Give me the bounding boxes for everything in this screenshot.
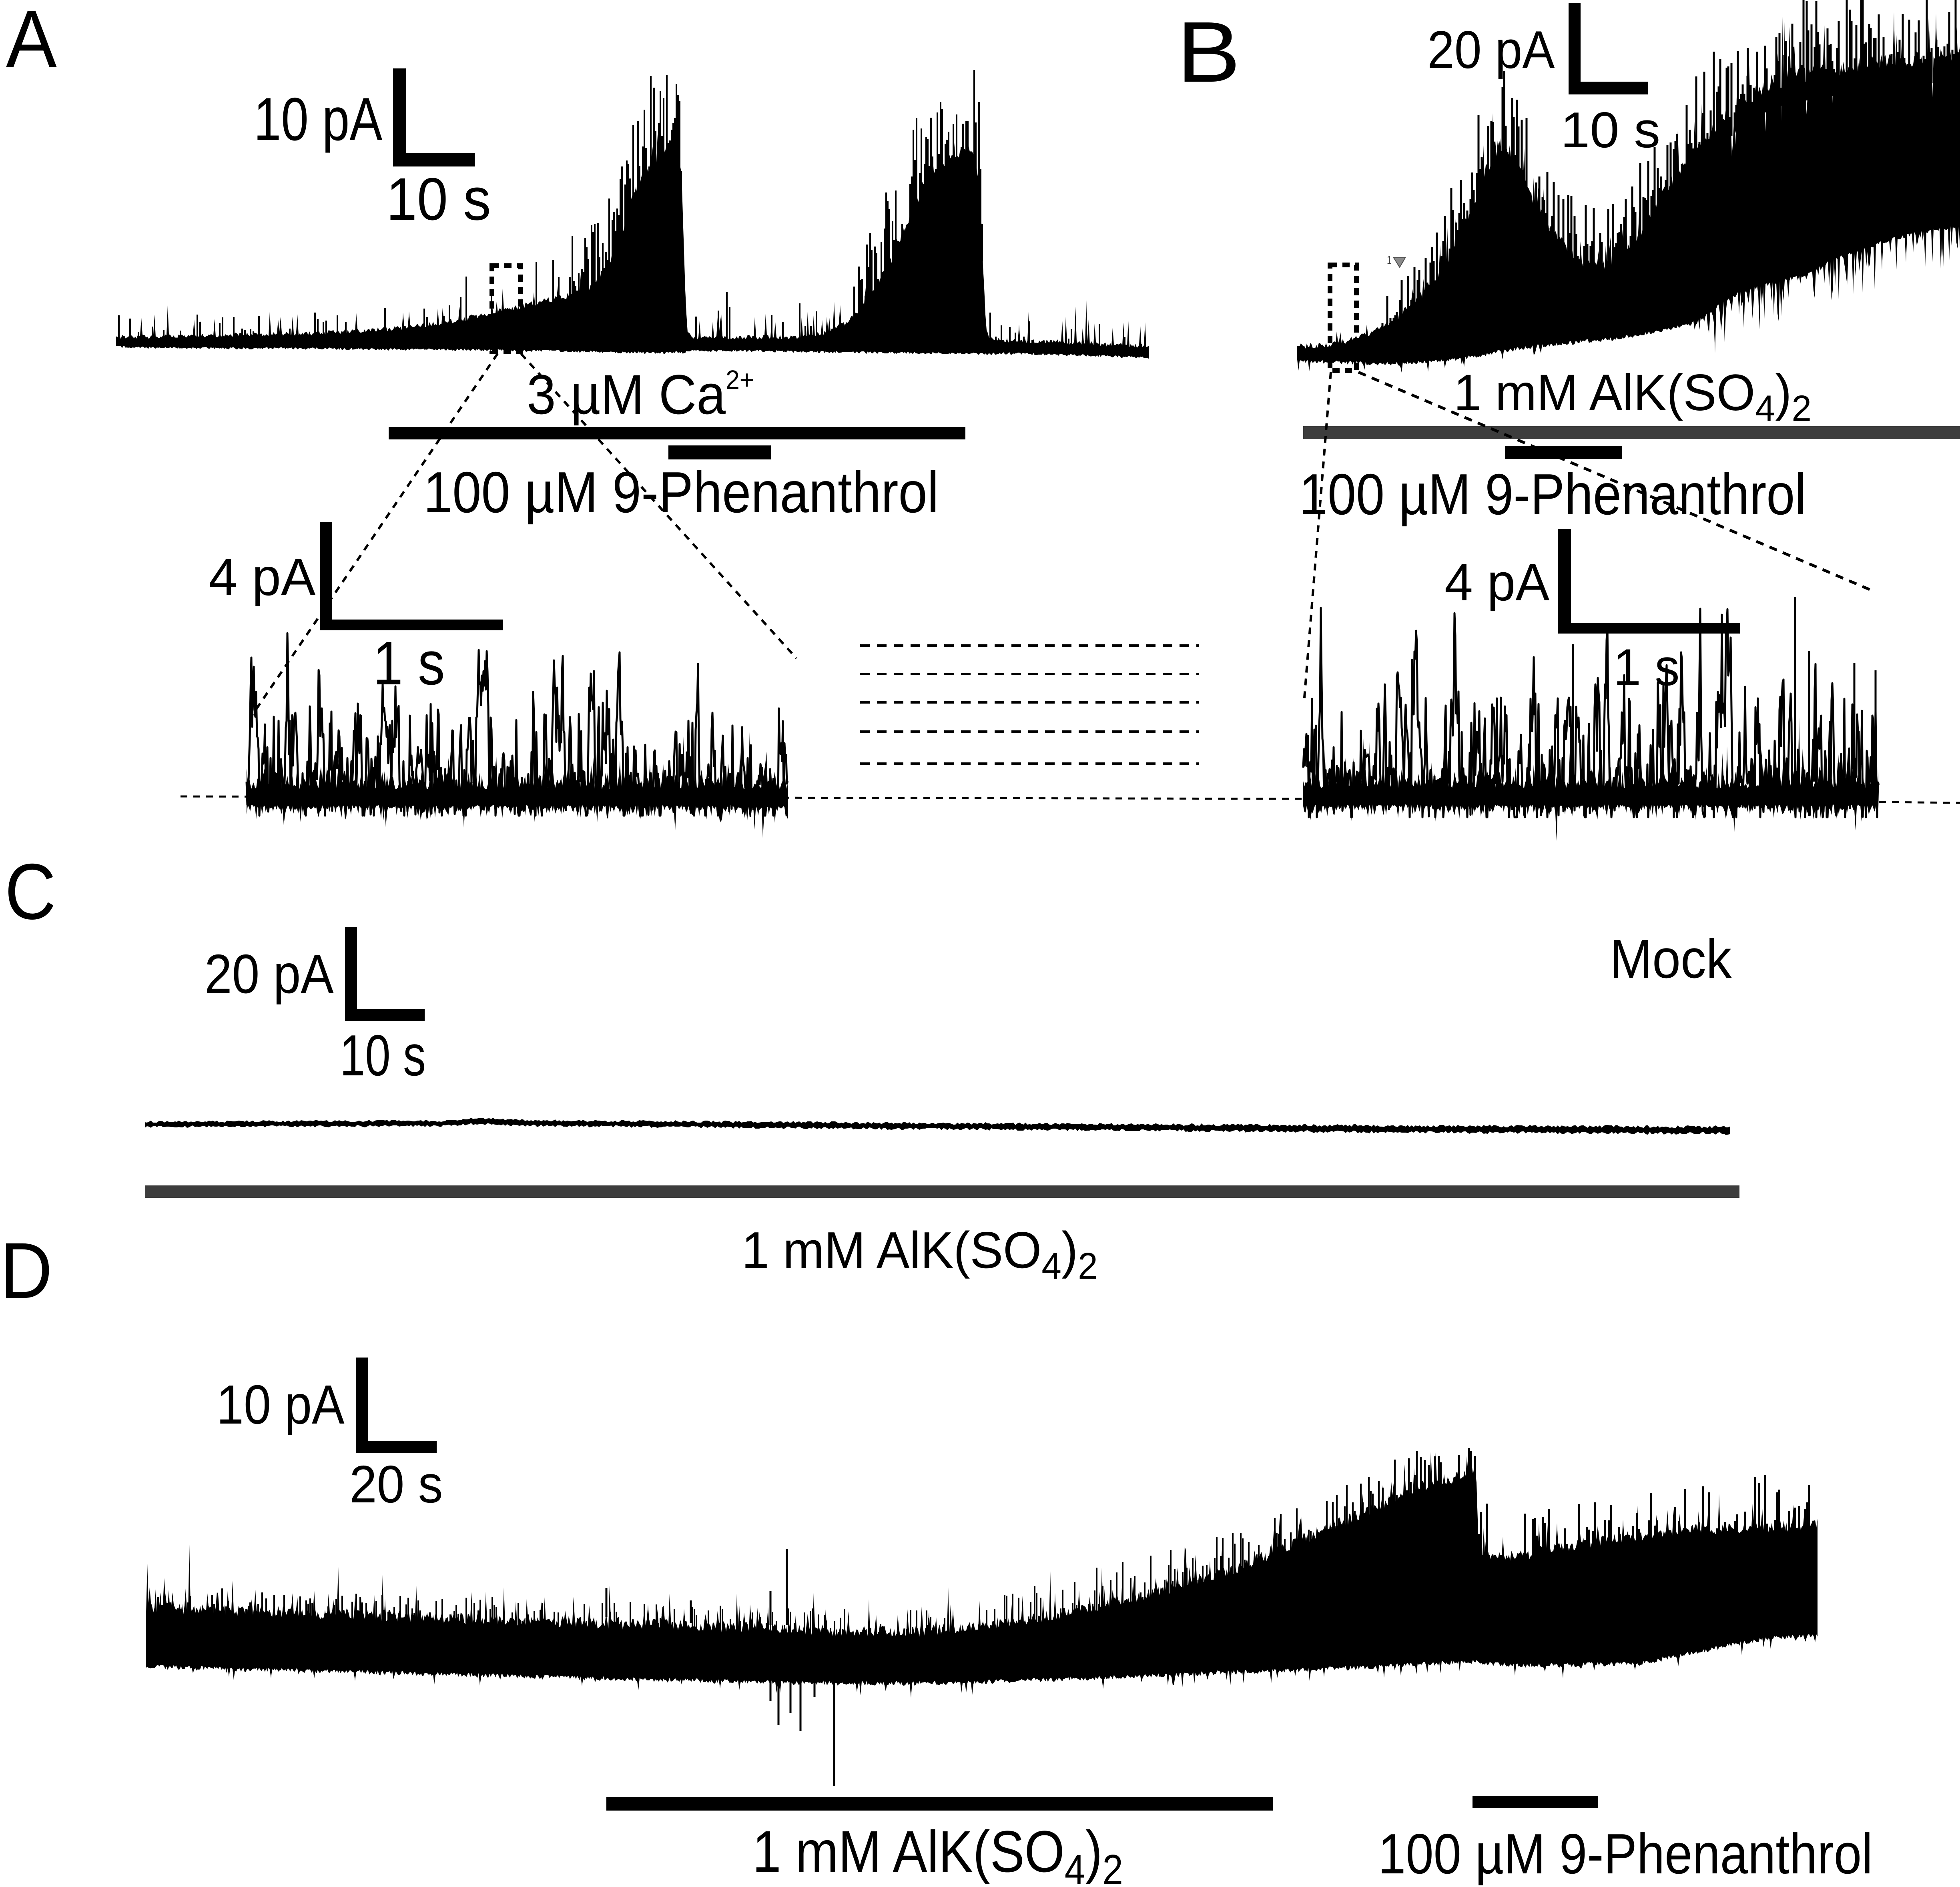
svg-text:): ) xyxy=(1775,364,1791,421)
svg-text:4 pA: 4 pA xyxy=(209,547,316,606)
svg-text:1 mM AlK(SO: 1 mM AlK(SO xyxy=(742,1221,1041,1279)
svg-text:D: D xyxy=(0,1227,52,1315)
svg-text:20 s: 20 s xyxy=(349,1455,443,1514)
svg-text:): ) xyxy=(1085,1819,1102,1885)
svg-text:100 µM 9-Phenanthrol: 100 µM 9-Phenanthrol xyxy=(1378,1822,1873,1885)
svg-text:4: 4 xyxy=(1065,1846,1085,1887)
svg-text:2: 2 xyxy=(1078,1245,1098,1287)
svg-text:B: B xyxy=(1177,4,1240,100)
svg-text:2: 2 xyxy=(1791,388,1812,429)
svg-text:A: A xyxy=(6,0,57,84)
svg-text:1 s: 1 s xyxy=(373,628,445,698)
svg-text:20 pA: 20 pA xyxy=(205,943,334,1005)
svg-text:4: 4 xyxy=(1755,388,1775,429)
svg-text:1 s: 1 s xyxy=(1613,638,1679,696)
svg-text:10 s: 10 s xyxy=(386,165,491,233)
svg-text:1 mM AlK(SO: 1 mM AlK(SO xyxy=(752,1819,1065,1885)
svg-text:10 s: 10 s xyxy=(340,1023,426,1088)
svg-text:C: C xyxy=(5,847,56,936)
svg-text:): ) xyxy=(1061,1221,1078,1279)
svg-text:4 pA: 4 pA xyxy=(1444,553,1549,612)
svg-text:20 pA: 20 pA xyxy=(1427,20,1555,80)
svg-text:10 pA: 10 pA xyxy=(254,86,382,153)
svg-text:10 pA: 10 pA xyxy=(217,1374,345,1436)
svg-text:10 s: 10 s xyxy=(1561,102,1660,158)
svg-text:2: 2 xyxy=(1102,1846,1123,1887)
svg-text:3 µM Ca: 3 µM Ca xyxy=(527,363,726,426)
svg-text:1: 1 xyxy=(1387,253,1392,267)
svg-text:Mock: Mock xyxy=(1610,928,1732,990)
svg-text:100 µM 9-Phenanthrol: 100 µM 9-Phenanthrol xyxy=(1299,461,1806,526)
svg-text:100 µM 9-Phenanthrol: 100 µM 9-Phenanthrol xyxy=(423,460,939,525)
svg-text:4: 4 xyxy=(1041,1245,1061,1287)
svg-text:2+: 2+ xyxy=(726,365,754,395)
svg-text:1 mM AlK(SO: 1 mM AlK(SO xyxy=(1454,364,1755,421)
